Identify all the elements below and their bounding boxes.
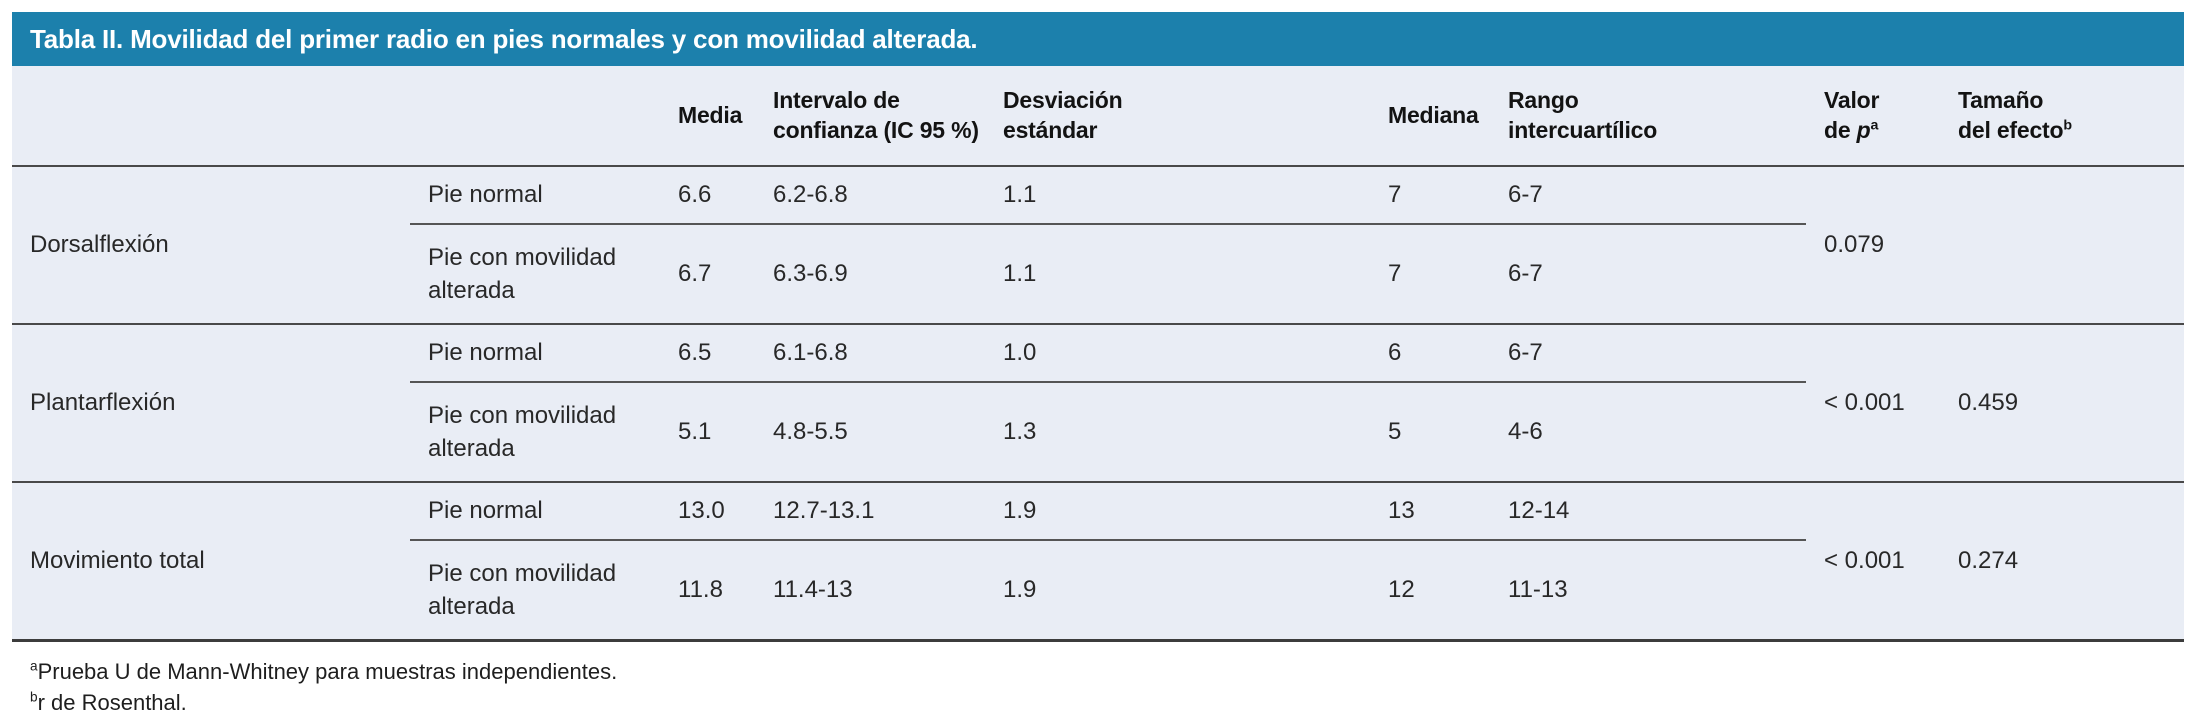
section-label: Plantarflexión [30, 389, 176, 416]
row-label: Pie normal [410, 482, 660, 541]
row-label: Pie normal [410, 324, 660, 383]
table-row: Plantarflexión Pie normal 6.5 6.1-6.8 1.… [12, 324, 2184, 416]
section-dorsalflexion: Dorsalflexión Pie normal 6.6 6.2-6.8 1.1… [12, 166, 2184, 324]
iqr-value: 6-7 [1490, 166, 1806, 225]
media-value: 6.7 [678, 260, 712, 287]
sd-value: 1.1 [1003, 260, 1037, 287]
table-footnotes: aPrueba U de Mann-Whitney para muestras … [30, 656, 617, 718]
p-value: 0.079 [1824, 231, 1885, 258]
median-value: 12 [1388, 575, 1415, 603]
col-header-mediana: Mediana [1388, 101, 1479, 128]
table-row: Movimiento total Pie normal 13.0 12.7-13… [12, 482, 2184, 574]
table-row: Pie con movilidad alterada 11.8 11.4-13 … [12, 540, 2184, 640]
iqr-value: 4-6 [1508, 418, 1543, 445]
sd-value: 1.3 [1003, 418, 1037, 445]
media-value: 13.0 [660, 482, 755, 541]
p-value: < 0.001 [1824, 546, 1905, 574]
media-value: 5.1 [678, 418, 712, 445]
col-header-std-deviation: Desviación estándar [1003, 87, 1123, 143]
table-header-row: Media Intervalo de confianza (IC 95 %) D… [12, 66, 2184, 166]
statistics-table: Media Intervalo de confianza (IC 95 %) D… [12, 66, 2184, 642]
median-value: 13 [1370, 482, 1490, 541]
ci-value: 6.1-6.8 [755, 324, 985, 383]
table-row: Pie con movilidad alterada 6.7 6.3-6.9 1… [12, 224, 2184, 324]
footnote-b-marker: b [30, 689, 38, 705]
median-value: 5 [1388, 418, 1402, 445]
col-header-confidence-interval: Intervalo de confianza (IC 95 %) [773, 87, 979, 143]
ci-value: 6.2-6.8 [755, 166, 985, 225]
col-header-p-value: Valor de pa [1824, 87, 1880, 143]
effect-size-value: 0.459 [1958, 389, 2019, 416]
footnote-marker-a: a [1870, 116, 1879, 133]
iqr-value: 12-14 [1490, 482, 1806, 541]
col-header-media: Media [678, 101, 743, 128]
row-label: Pie normal [410, 166, 660, 225]
footnote-marker-b: b [2063, 116, 2072, 133]
col-header-empty-section [12, 66, 410, 166]
col-header-effect-size: Tamaño del efectob [1958, 87, 2072, 143]
col-header-iqr: Rango intercuartílico [1508, 87, 1658, 143]
row-label: Pie con movilidad alterada [428, 243, 617, 304]
section-plantarflexion: Plantarflexión Pie normal 6.5 6.1-6.8 1.… [12, 324, 2184, 482]
p-value: < 0.001 [1824, 389, 1905, 416]
table-figure: Tabla II. Movilidad del primer radio en … [12, 12, 2184, 642]
sd-value: 1.1 [985, 166, 1370, 225]
section-label: Movimiento total [30, 546, 205, 574]
ci-value: 12.7-13.1 [755, 482, 985, 541]
media-value: 6.6 [660, 166, 755, 225]
p-symbol: p [1856, 116, 1871, 143]
media-value: 11.8 [678, 575, 723, 603]
effect-size-value [1940, 166, 2184, 324]
sd-value: 1.0 [985, 324, 1370, 383]
median-value: 7 [1370, 166, 1490, 225]
table-title: Tabla II. Movilidad del primer radio en … [30, 23, 978, 54]
ci-value: 6.3-6.9 [773, 260, 848, 287]
median-value: 6 [1370, 324, 1490, 383]
section-label: Dorsalflexión [30, 231, 169, 258]
table-row: Pie con movilidad alterada 5.1 4.8-5.5 1… [12, 382, 2184, 482]
table-title-bar: Tabla II. Movilidad del primer radio en … [12, 12, 2184, 66]
section-movimiento-total: Movimiento total Pie normal 13.0 12.7-13… [12, 482, 2184, 640]
effect-size-value: 0.274 [1958, 546, 2019, 574]
median-value: 7 [1388, 260, 1402, 287]
ci-value: 11.4-13 [773, 575, 853, 603]
media-value: 6.5 [660, 324, 755, 383]
footnote-a-marker: a [30, 658, 38, 674]
ci-value: 4.8-5.5 [773, 418, 848, 445]
footnote-b: br de Rosenthal. [30, 687, 617, 718]
footnote-a-text: Prueba U de Mann-Whitney para muestras i… [37, 659, 618, 684]
sd-value: 1.9 [1003, 575, 1037, 603]
row-label: Pie con movilidad alterada [428, 401, 617, 462]
iqr-value: 11-13 [1508, 575, 1568, 603]
footnote-a: aPrueba U de Mann-Whitney para muestras … [30, 656, 617, 687]
iqr-value: 6-7 [1508, 260, 1543, 287]
footnote-b-text: r de Rosenthal. [37, 690, 187, 715]
col-header-empty-group [410, 66, 660, 166]
sd-value: 1.9 [985, 482, 1370, 541]
table-row: Dorsalflexión Pie normal 6.6 6.2-6.8 1.1… [12, 166, 2184, 258]
row-label: Pie con movilidad alterada [428, 559, 617, 620]
iqr-value: 6-7 [1490, 324, 1806, 383]
